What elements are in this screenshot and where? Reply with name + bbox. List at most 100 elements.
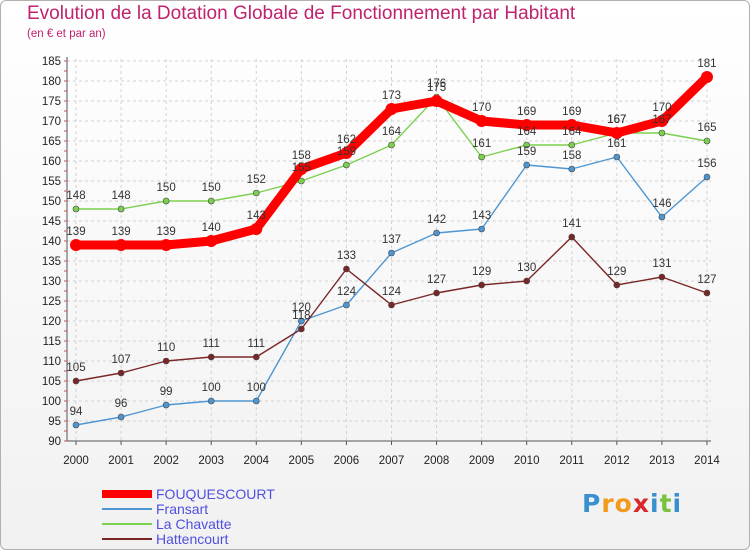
data-label-hattencourt: 111 [202, 338, 219, 350]
data-point-fouquescourt[interactable] [610, 127, 623, 139]
data-point-fransart[interactable] [72, 421, 80, 429]
data-label-fouquescourt: 175 [427, 82, 446, 94]
data-point-hattencourt[interactable] [72, 377, 80, 385]
data-point-la-chavatte[interactable] [568, 141, 576, 149]
data-label-hattencourt: 133 [337, 250, 356, 262]
data-point-fouquescourt[interactable] [250, 223, 263, 235]
data-point-la-chavatte[interactable] [388, 141, 395, 149]
data-label-la-chavatte: 165 [697, 122, 716, 134]
data-label-fransart: 124 [337, 286, 357, 298]
data-point-hattencourt[interactable] [568, 233, 576, 241]
data-point-hattencourt[interactable] [207, 353, 215, 361]
data-point-la-chavatte[interactable] [478, 153, 485, 161]
data-point-la-chavatte[interactable] [207, 197, 215, 205]
data-label-fransart: 143 [472, 210, 491, 222]
y-tick-label: 185 [42, 56, 61, 68]
data-point-fransart[interactable] [252, 397, 260, 405]
data-point-fouquescourt[interactable] [565, 119, 578, 131]
data-point-fouquescourt[interactable] [70, 239, 82, 251]
data-label-fransart: 158 [562, 150, 581, 162]
data-label-fransart: 99 [160, 386, 173, 398]
data-point-fouquescourt[interactable] [340, 147, 353, 159]
data-point-hattencourt[interactable] [343, 265, 350, 273]
legend-label: Fransart [156, 501, 209, 517]
data-point-hattencourt[interactable] [298, 325, 305, 333]
x-tick-label: 2001 [108, 455, 134, 467]
data-point-hattencourt[interactable] [117, 369, 125, 377]
data-point-la-chavatte[interactable] [252, 189, 260, 197]
data-point-hattencourt[interactable] [433, 289, 440, 297]
data-point-la-chavatte[interactable] [298, 177, 305, 185]
data-point-fransart[interactable] [478, 225, 485, 233]
data-label-fouquescourt: 139 [111, 226, 130, 238]
data-point-hattencourt[interactable] [478, 281, 485, 289]
data-label-fouquescourt: 170 [652, 102, 671, 114]
data-point-hattencourt[interactable] [388, 301, 395, 309]
legend-label: FOUQUESCOURT [156, 486, 275, 502]
data-point-fouquescourt[interactable] [430, 95, 443, 107]
data-point-fransart[interactable] [207, 397, 215, 405]
data-point-la-chavatte[interactable] [343, 161, 350, 169]
data-label-la-chavatte: 150 [157, 182, 176, 194]
x-tick-label: 2010 [514, 455, 540, 467]
data-point-la-chavatte[interactable] [117, 205, 125, 213]
data-point-fransart[interactable] [117, 413, 125, 421]
data-point-hattencourt[interactable] [162, 357, 170, 365]
data-label-fouquescourt: 170 [472, 102, 491, 114]
data-point-fouquescourt[interactable] [160, 239, 173, 251]
data-point-fransart[interactable] [162, 401, 170, 409]
data-point-la-chavatte[interactable] [162, 197, 170, 205]
data-point-fransart[interactable] [523, 161, 531, 169]
logo-letter: i [650, 489, 660, 518]
chart-subtitle: (en € et par an) [27, 28, 106, 40]
data-point-fransart[interactable] [388, 249, 395, 257]
y-tick-label: 140 [42, 236, 61, 248]
logo-letter: i [672, 489, 683, 518]
data-point-fouquescourt[interactable] [520, 119, 533, 131]
data-point-hattencourt[interactable] [703, 289, 711, 297]
data-point-fransart[interactable] [613, 153, 621, 161]
logo-letter: r [601, 489, 615, 518]
data-point-fouquescourt[interactable] [655, 115, 668, 127]
data-label-fouquescourt: 162 [337, 134, 356, 146]
data-label-fransart: 142 [427, 214, 446, 226]
y-tick-label: 145 [42, 216, 61, 228]
data-point-fransart[interactable] [703, 173, 711, 181]
data-point-fouquescourt[interactable] [205, 235, 218, 247]
data-point-la-chavatte[interactable] [658, 129, 666, 137]
data-label-la-chavatte: 164 [517, 126, 537, 138]
data-point-fransart[interactable] [433, 229, 440, 237]
data-point-fransart[interactable] [658, 213, 666, 221]
legend-swatch-fouquescourt [102, 490, 152, 498]
data-point-hattencourt[interactable] [252, 353, 260, 361]
data-point-fransart[interactable] [568, 165, 576, 173]
data-point-hattencourt[interactable] [658, 273, 666, 281]
data-point-fouquescourt[interactable] [475, 115, 488, 127]
data-point-la-chavatte[interactable] [703, 137, 711, 145]
data-label-hattencourt: 129 [607, 266, 626, 278]
data-point-fouquescourt[interactable] [385, 103, 398, 115]
data-point-fouquescourt[interactable] [295, 163, 308, 175]
data-label-la-chavatte: 167 [607, 114, 626, 126]
x-tick-label: 2009 [469, 455, 495, 467]
data-point-hattencourt[interactable] [613, 281, 621, 289]
data-point-hattencourt[interactable] [523, 277, 531, 285]
data-label-fransart: 137 [382, 234, 401, 246]
data-point-la-chavatte[interactable] [523, 141, 531, 149]
axes [64, 57, 711, 445]
x-tick-label: 2007 [379, 455, 405, 467]
data-point-fransart[interactable] [298, 317, 305, 325]
data-point-la-chavatte[interactable] [72, 205, 80, 213]
x-tick-label: 2003 [198, 455, 224, 467]
data-label-fransart: 159 [517, 146, 536, 158]
logo-letter: t [659, 489, 673, 518]
data-label-hattencourt: 130 [517, 262, 536, 274]
data-point-fransart[interactable] [343, 301, 350, 309]
data-point-fouquescourt[interactable] [115, 239, 128, 251]
data-point-fouquescourt[interactable] [700, 71, 713, 83]
data-label-fouquescourt: 169 [562, 106, 581, 118]
legend-swatch-fransart [102, 508, 152, 510]
x-tick-label: 2013 [649, 455, 675, 467]
data-label-hattencourt: 124 [382, 286, 402, 298]
data-label-hattencourt: 141 [562, 218, 581, 230]
